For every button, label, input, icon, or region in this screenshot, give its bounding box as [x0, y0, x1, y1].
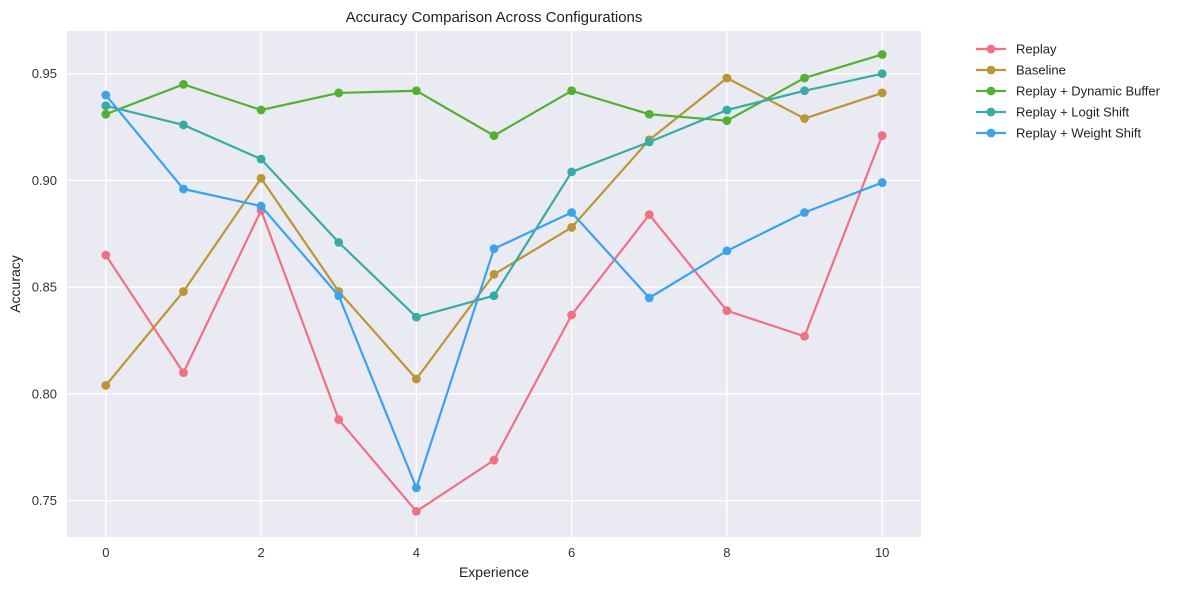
- data-point: [644, 210, 654, 220]
- data-point: [179, 120, 188, 130]
- data-point: [800, 114, 809, 123]
- chart-title: Accuracy Comparison Across Configuration…: [346, 9, 643, 26]
- data-point: [877, 178, 887, 187]
- grid: [67, 31, 921, 537]
- data-point: [877, 69, 887, 79]
- data-point: [489, 244, 499, 254]
- data-point: [411, 483, 421, 493]
- y-tick-label: 0.85: [32, 280, 57, 295]
- legend-marker: [986, 44, 996, 54]
- x-tick-label: 6: [568, 545, 575, 560]
- y-tick-label: 0.80: [32, 386, 57, 401]
- legend-item: Replay: [976, 42, 1057, 57]
- legend-item: Replay + Logit Shift: [976, 105, 1129, 120]
- legend-label: Replay: [1016, 42, 1057, 57]
- data-point: [722, 73, 732, 83]
- data-point: [101, 381, 111, 390]
- data-point: [334, 415, 344, 424]
- data-point: [800, 331, 809, 341]
- data-point: [256, 105, 266, 115]
- data-point: [101, 109, 111, 119]
- legend-label: Replay + Weight Shift: [1016, 126, 1142, 141]
- data-point: [411, 374, 421, 384]
- data-point: [101, 250, 111, 260]
- y-tick-label: 0.75: [32, 493, 57, 508]
- legend-marker: [986, 128, 996, 138]
- legend: Replay Baseline Replay + Dynamic Buffer Rep…: [976, 42, 1161, 141]
- series-group: [101, 69, 887, 322]
- data-point: [411, 86, 421, 96]
- data-point: [411, 312, 421, 322]
- y-tick-label: 0.90: [32, 173, 57, 188]
- data-point: [567, 310, 577, 320]
- data-point: [179, 184, 188, 194]
- data-point: [877, 50, 887, 59]
- series-group: [101, 90, 887, 493]
- data-point: [567, 223, 577, 232]
- data-point: [567, 208, 577, 217]
- data-point: [334, 237, 344, 247]
- legend-marker: [986, 107, 996, 117]
- series-layer: [101, 50, 887, 516]
- plot-area: [67, 31, 921, 537]
- data-point: [722, 105, 732, 115]
- data-point: [334, 291, 344, 301]
- data-point: [489, 291, 499, 301]
- data-point: [101, 90, 111, 100]
- data-point: [489, 131, 499, 141]
- data-point: [179, 368, 188, 378]
- data-point: [800, 73, 809, 83]
- data-point: [644, 109, 654, 119]
- series-group: [101, 50, 887, 141]
- data-point: [800, 86, 809, 96]
- data-point: [489, 455, 499, 465]
- data-point: [489, 269, 499, 279]
- data-point: [722, 306, 732, 316]
- x-tick-label: 2: [257, 545, 264, 560]
- x-tick-label: 10: [875, 545, 889, 560]
- data-point: [567, 86, 577, 96]
- legend-item: Baseline: [976, 63, 1066, 78]
- data-point: [256, 173, 266, 183]
- legend-label: Replay + Logit Shift: [1016, 105, 1129, 120]
- data-point: [877, 88, 887, 98]
- legend-item: Replay + Weight Shift: [976, 126, 1142, 141]
- legend-label: Baseline: [1016, 63, 1066, 78]
- legend-item: Replay + Dynamic Buffer: [976, 84, 1161, 99]
- data-point: [179, 79, 188, 89]
- data-point: [877, 131, 887, 141]
- x-tick-label: 4: [413, 545, 420, 560]
- data-point: [256, 154, 266, 164]
- tick-labels: 0 2 4 6 8 10 0.75 0.80 0.85 0.90 0.95: [32, 66, 890, 560]
- data-point: [179, 287, 188, 296]
- data-point: [722, 246, 732, 256]
- data-point: [644, 137, 654, 147]
- legend-marker: [986, 86, 996, 96]
- data-point: [334, 88, 344, 98]
- x-axis-label: Experience: [459, 564, 529, 580]
- data-point: [567, 167, 577, 177]
- data-point: [256, 201, 266, 211]
- y-tick-label: 0.95: [32, 66, 57, 81]
- legend-marker: [986, 65, 996, 75]
- data-point: [722, 116, 732, 126]
- x-tick-label: 0: [102, 545, 109, 560]
- data-point: [644, 293, 654, 303]
- y-axis-label: Accuracy: [7, 255, 23, 313]
- legend-label: Replay + Dynamic Buffer: [1016, 84, 1161, 99]
- data-point: [411, 506, 421, 516]
- data-point: [800, 208, 809, 217]
- x-tick-label: 8: [723, 545, 730, 560]
- data-point: [101, 101, 111, 111]
